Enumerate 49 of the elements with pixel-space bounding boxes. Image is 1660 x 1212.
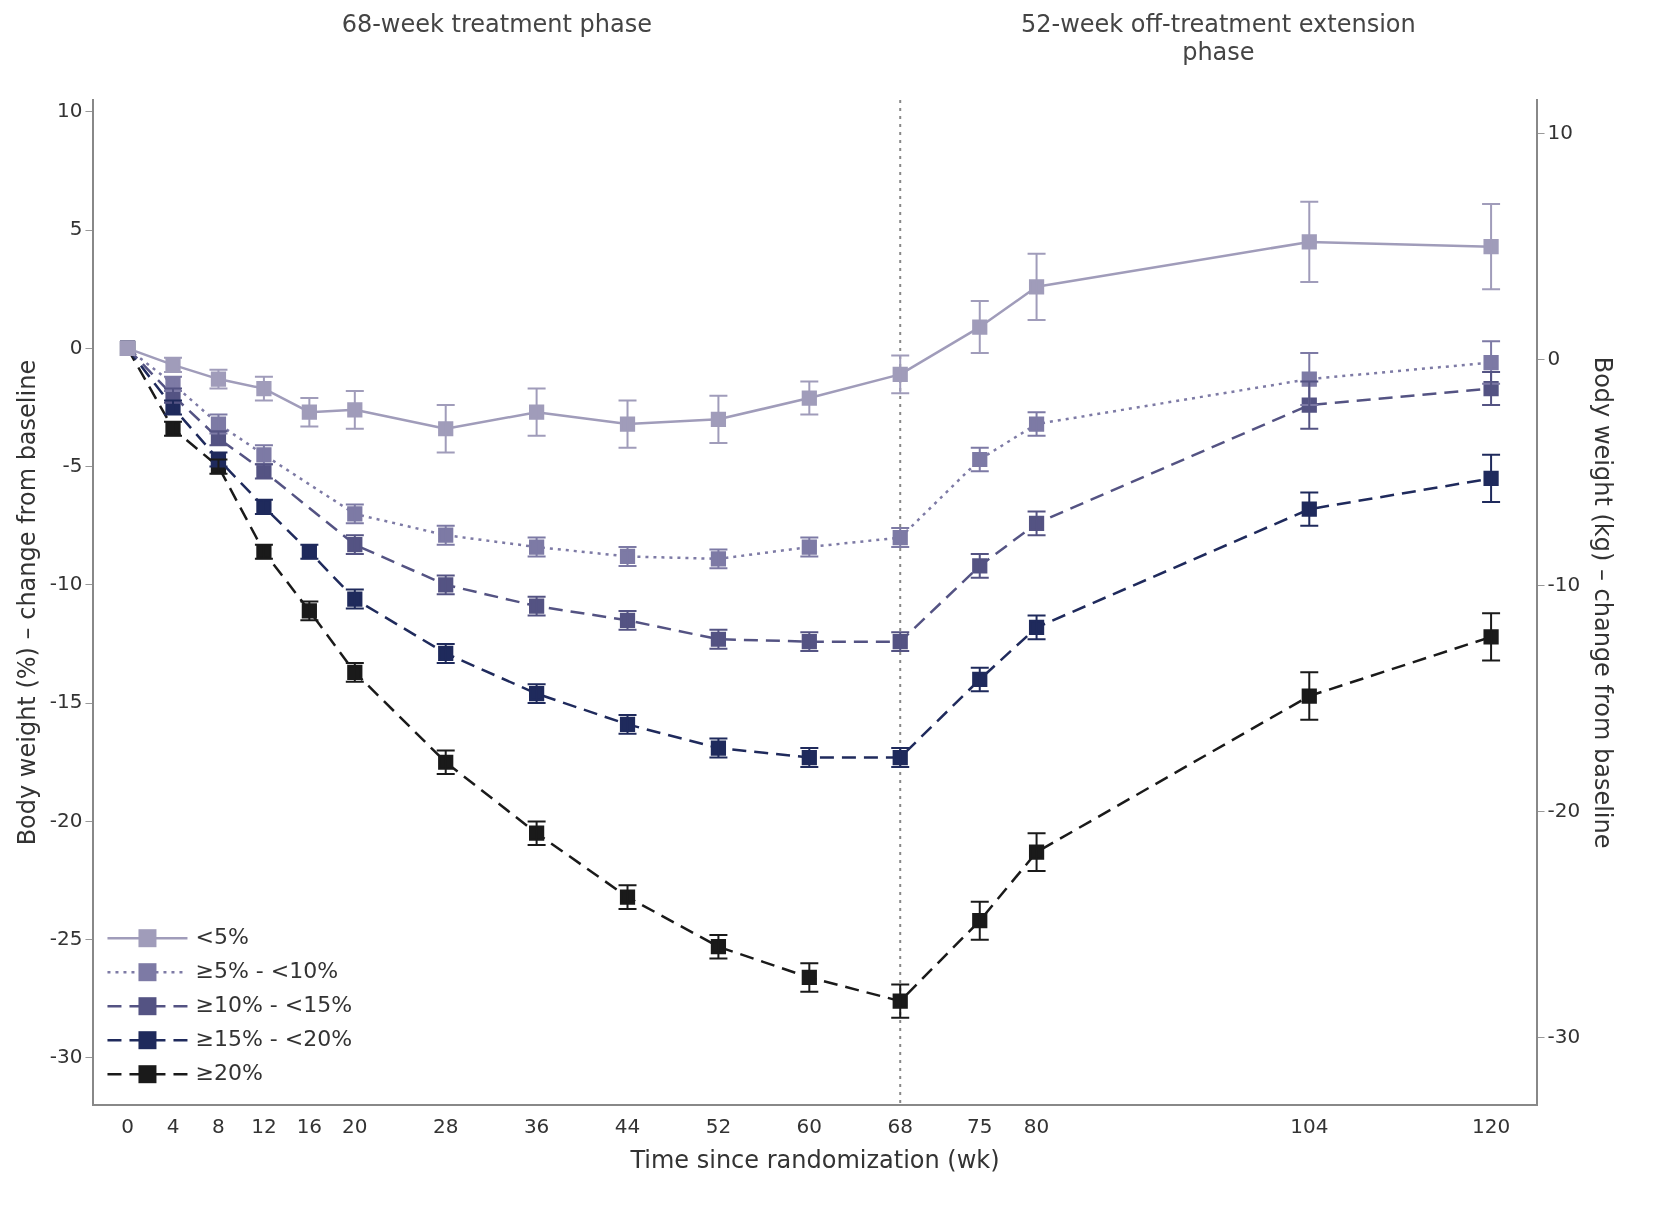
text: 68-week treatment phase	[340, 10, 653, 38]
y-axis-title: Body weight (%) – change from baseline	[12, 359, 41, 846]
y-tick-label: 10	[57, 98, 83, 123]
point	[1483, 629, 1499, 645]
y2-axis-title: Body weight (kg) – change from baseline	[1589, 356, 1618, 849]
y-tick-label: -15	[49, 689, 83, 714]
x-tick-label: 8	[212, 1114, 225, 1139]
y-tick-label: 5	[69, 216, 83, 241]
point	[619, 416, 636, 432]
x-axis-title: Time since randomization (wk)	[629, 1145, 1000, 1174]
point	[1483, 239, 1499, 255]
y-tick-label: -10	[49, 571, 83, 596]
text: 52-week off-treatment extension phase	[1019, 10, 1417, 66]
legend-label: <5%	[195, 923, 249, 949]
legend-label: ≥5% - <10%	[195, 957, 339, 983]
point	[972, 319, 988, 335]
legend-label: ≥15% - <20%	[195, 1025, 353, 1051]
x-tick-label: 104	[1290, 1114, 1329, 1139]
y2-tick-label: 10	[1547, 120, 1573, 145]
x-tick-label: 75	[967, 1114, 993, 1139]
y-tick-label: -5	[62, 452, 83, 477]
point	[256, 380, 272, 397]
y-tick-label: 0	[69, 334, 83, 359]
y2-tick-label: -10	[1547, 571, 1581, 596]
y2-tick-label: 0	[1547, 345, 1561, 370]
point	[619, 889, 636, 905]
y2-tick-label: -30	[1547, 1023, 1581, 1048]
x-tick-label: 68	[887, 1114, 913, 1139]
point	[1301, 688, 1317, 704]
x-tick-label: 28	[432, 1114, 459, 1139]
point	[1301, 234, 1317, 250]
legend-label: ≥10% - <15%	[195, 991, 353, 1017]
x-tick-label: 12	[251, 1114, 277, 1139]
y-tick-label: -30	[49, 1044, 83, 1069]
legend-label: ≥20%	[195, 1059, 263, 1085]
x-tick-label: 36	[523, 1114, 550, 1139]
x-tick-label: 20	[342, 1114, 368, 1139]
x-tick-label: 44	[614, 1114, 641, 1139]
x-tick-label: 0	[121, 1114, 134, 1139]
x-tick-label: 60	[796, 1114, 823, 1139]
y-tick-label: -25	[49, 925, 83, 950]
x-tick-label: 80	[1023, 1114, 1050, 1139]
x-tick-label: 4	[166, 1114, 180, 1139]
point	[801, 390, 817, 406]
x-tick-label: 120	[1471, 1114, 1511, 1139]
x-tick-label: 52	[705, 1114, 732, 1139]
y2-tick-label: -20	[1547, 797, 1581, 822]
x-tick-label: 16	[296, 1114, 323, 1139]
y-tick-label: -20	[49, 807, 83, 832]
